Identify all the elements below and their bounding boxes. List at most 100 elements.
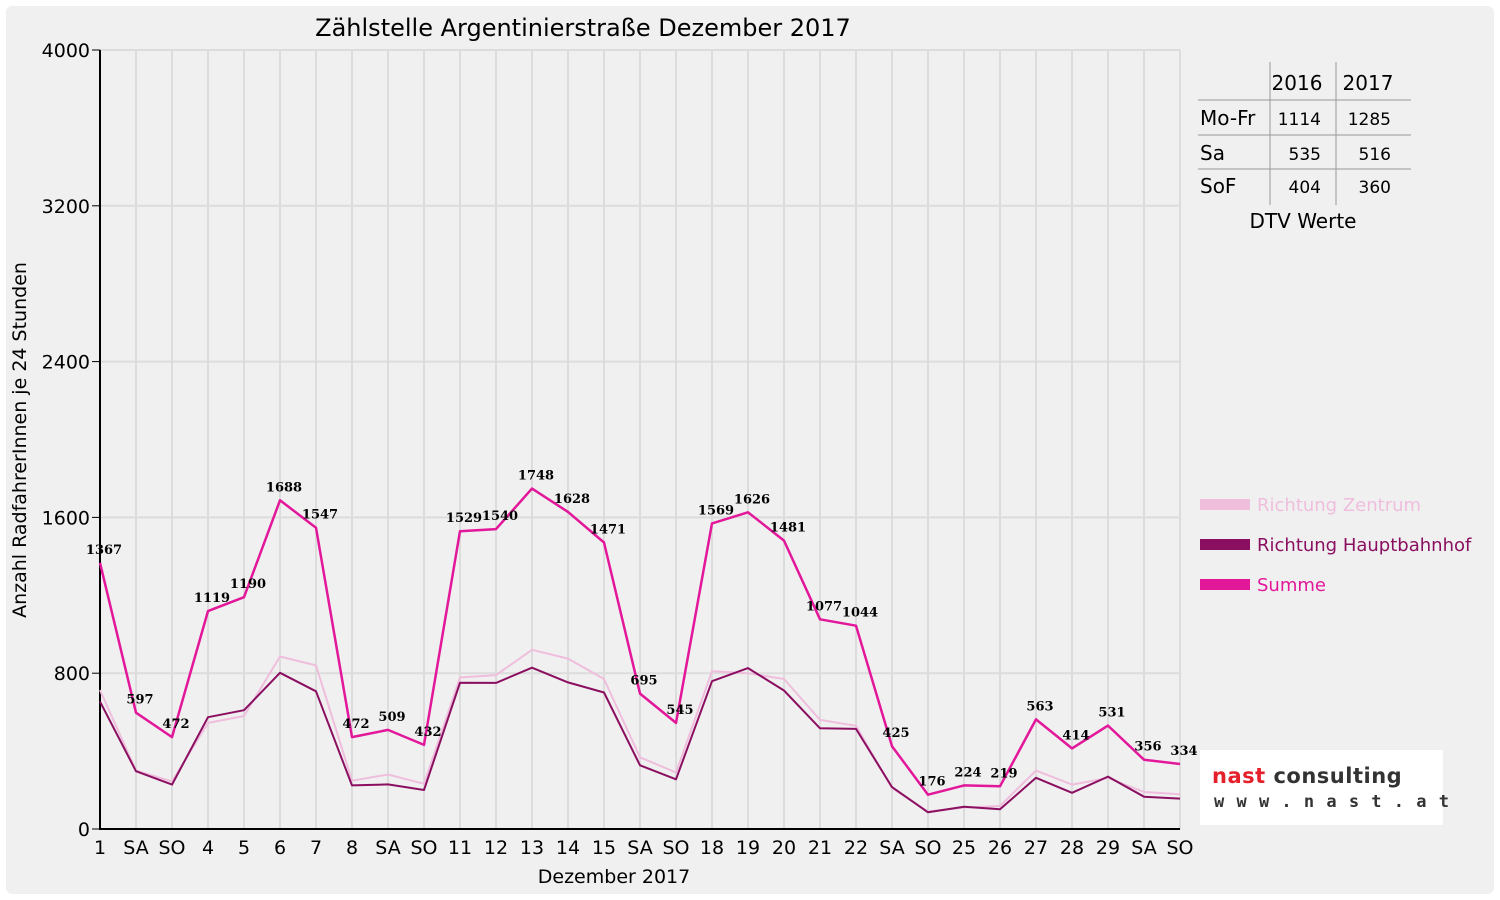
series-line: [99, 648, 1181, 813]
dtv-cell: 360: [1359, 178, 1391, 198]
data-label: 1540: [482, 509, 518, 524]
y-tick-label: 3200: [42, 196, 90, 218]
y-tick-label: 800: [54, 663, 90, 685]
dtv-header-2017: 2017: [1343, 71, 1394, 95]
x-tick-labels: 1 SA SO 4 5 6 7 8 SA SO 11 12 13 14 15 SA SO 18 19 20 21 22 SA…: [94, 837, 1194, 859]
data-label: 509: [378, 710, 405, 725]
y-axis-title: Anzahl RadfahrerInnen je 24 Stunden: [9, 262, 31, 618]
data-label: 432: [414, 725, 441, 740]
data-label: 1748: [518, 469, 554, 484]
data-label: 1628: [554, 492, 590, 507]
data-label: 1044: [842, 606, 878, 621]
x-tick-label: 14: [556, 837, 580, 859]
x-tick-label: 4: [202, 837, 214, 859]
x-tick-label: 7: [310, 837, 322, 859]
data-label: 1190: [230, 577, 266, 592]
data-label: 1688: [266, 480, 302, 495]
x-tick-label: 15: [592, 837, 616, 859]
x-tick-label: 12: [484, 837, 508, 859]
x-tick-label: SA: [123, 837, 148, 859]
chart-frame: [6, 6, 1494, 894]
x-axis-title: Dezember 2017: [538, 866, 690, 888]
data-label: 1471: [590, 523, 626, 538]
data-label: 472: [162, 717, 189, 732]
dtv-cell: 516: [1359, 145, 1391, 165]
x-tick-label: 18: [700, 837, 724, 859]
data-label: 563: [1026, 699, 1053, 714]
data-label: 1547: [302, 508, 338, 523]
x-tick-label: SA: [1131, 837, 1156, 859]
legend-swatch-zentrum: [1200, 499, 1250, 510]
legend-label-zentrum: Richtung Zentrum: [1257, 495, 1421, 516]
x-tick-label: 27: [1024, 837, 1048, 859]
x-tick-label: 20: [772, 837, 796, 859]
series-line: [98, 487, 1181, 796]
data-label: 1367: [86, 543, 122, 558]
x-tick-label: 29: [1096, 837, 1120, 859]
logo-brand: nast: [1212, 764, 1266, 788]
data-label: 597: [126, 693, 153, 708]
x-tick-label: 8: [346, 837, 358, 859]
x-tick-label: SA: [627, 837, 652, 859]
dtv-cell: 1114: [1278, 110, 1321, 130]
x-tick-label: SA: [375, 837, 400, 859]
dtv-cell: 1285: [1348, 110, 1391, 130]
x-tick-label: 19: [736, 837, 760, 859]
data-label: 334: [1170, 744, 1197, 759]
logo-url: w w w . n a s t . a t: [1214, 792, 1450, 812]
dtv-row-label: Sa: [1200, 141, 1225, 165]
data-label: 1481: [770, 521, 806, 536]
y-tick-label: 4000: [42, 40, 90, 62]
legend: Richtung Zentrum Richtung Hauptbahnhof S…: [1200, 495, 1472, 596]
data-label: 1569: [698, 503, 734, 518]
data-label: 1626: [734, 492, 770, 507]
x-tick-label: 5: [238, 837, 250, 859]
y-tick-label: 0: [78, 819, 90, 841]
x-tick-label: 11: [448, 837, 472, 859]
grid-lines: [92, 49, 1181, 830]
y-tick-labels: 0 800 1600 2400 3200 4000: [42, 40, 90, 841]
dtv-table: 2016 2017 Mo-Fr 1114 1285 Sa 535 516 SoF…: [1198, 62, 1411, 233]
x-tick-label: 28: [1060, 837, 1084, 859]
x-tick-label: 1: [94, 837, 106, 859]
data-label: 425: [882, 726, 909, 741]
dtv-cell: 535: [1289, 145, 1321, 165]
x-tick-label: 22: [844, 837, 868, 859]
data-label: 1119: [194, 591, 230, 606]
dtv-row-label: Mo-Fr: [1200, 106, 1256, 130]
data-label: 1529: [446, 511, 482, 526]
x-tick-label: 13: [520, 837, 544, 859]
legend-label-summe: Summe: [1257, 575, 1326, 596]
x-tick-label: SO: [662, 837, 689, 859]
x-tick-label: 25: [952, 837, 976, 859]
y-tick-label: 2400: [42, 352, 90, 374]
x-tick-label: SO: [158, 837, 185, 859]
nast-consulting-logo: nast consulting w w w . n a s t . a t: [1200, 750, 1449, 825]
y-tick-label: 1600: [42, 507, 90, 529]
x-tick-label: SO: [914, 837, 941, 859]
dtv-caption: DTV Werte: [1250, 209, 1357, 233]
dtv-header-2016: 2016: [1272, 71, 1323, 95]
data-label: 219: [990, 766, 1017, 781]
legend-swatch-hauptbahnhof: [1200, 539, 1250, 550]
data-label: 1077: [806, 599, 842, 614]
data-label: 414: [1062, 728, 1089, 743]
data-label: 356: [1134, 740, 1161, 755]
chart-title: Zählstelle Argentinierstraße Dezember 20…: [315, 14, 851, 42]
data-label: 224: [954, 765, 981, 780]
data-label: 531: [1098, 706, 1125, 721]
series-lines: [98, 487, 1181, 814]
data-label: 695: [630, 674, 657, 689]
x-tick-label: 26: [988, 837, 1012, 859]
data-label: 176: [918, 775, 945, 790]
x-tick-label: SO: [410, 837, 437, 859]
x-tick-label: 21: [808, 837, 832, 859]
x-tick-label: SO: [1166, 837, 1193, 859]
legend-swatch-summe: [1200, 579, 1250, 590]
data-label: 545: [666, 703, 693, 718]
axes: [99, 50, 1180, 830]
data-label: 472: [342, 717, 369, 732]
dtv-row-label: SoF: [1200, 174, 1236, 198]
